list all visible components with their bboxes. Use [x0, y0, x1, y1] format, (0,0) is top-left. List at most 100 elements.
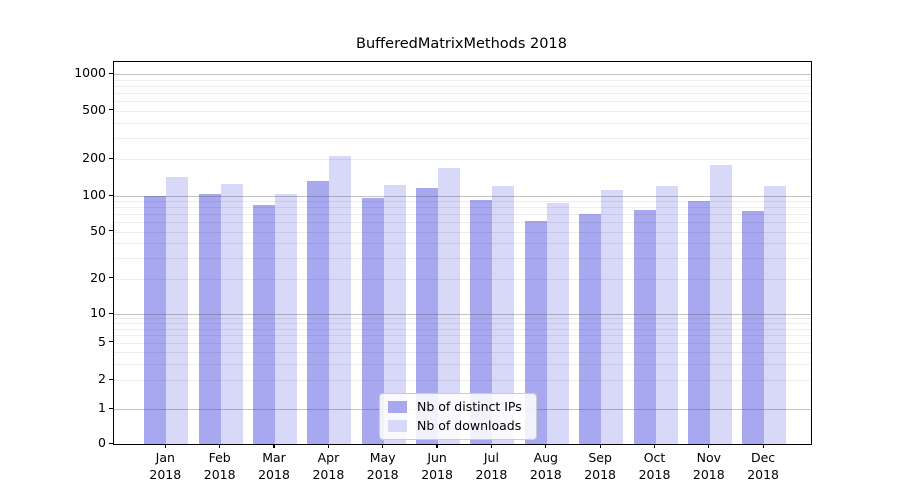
bar-downloads-sep — [601, 190, 624, 444]
bar-downloads-jul — [492, 185, 515, 444]
minor-gridline — [114, 137, 811, 139]
bar-downloads-jun — [438, 167, 461, 444]
legend-swatch-downloads — [388, 419, 407, 432]
x-tick-mark — [708, 444, 710, 448]
minor-gridline — [114, 380, 811, 382]
minor-gridline — [114, 318, 811, 320]
x-tick-mark — [164, 444, 166, 448]
major-gridline — [114, 74, 811, 75]
y-tick-label: 100 — [82, 187, 106, 202]
y-tick-label: 500 — [82, 101, 106, 117]
legend: Nb of distinct IPs Nb of downloads — [379, 393, 537, 440]
major-gridline — [114, 196, 811, 197]
minor-gridline — [114, 101, 811, 103]
y-tick-mark — [109, 312, 113, 314]
y-tick-label: 1000 — [74, 65, 106, 80]
bar-distinct-ips-jun — [416, 188, 439, 444]
minor-gridline — [114, 122, 811, 124]
bar-downloads-may — [383, 185, 406, 444]
y-tick-label: 50 — [90, 222, 106, 238]
minor-gridline — [114, 278, 811, 280]
x-tick-mark — [436, 444, 438, 448]
minor-gridline — [114, 323, 811, 325]
x-tick-mark — [219, 444, 221, 448]
y-tick-mark — [109, 442, 113, 444]
minor-gridline — [114, 85, 811, 87]
y-tick-label: 200 — [82, 150, 106, 166]
x-tick-mark — [273, 444, 275, 448]
bar-downloads-feb — [220, 183, 243, 444]
legend-item-distinct-ips: Nb of distinct IPs — [388, 399, 526, 414]
y-tick-mark — [109, 230, 113, 232]
y-tick-label: 1 — [98, 400, 106, 415]
x-tick-label: Jun 2018 — [421, 450, 453, 482]
legend-label-distinct-ips: Nb of distinct IPs — [417, 399, 522, 414]
y-tick-mark — [109, 277, 113, 279]
minor-gridline — [114, 207, 811, 209]
y-tick-label: 0 — [98, 435, 106, 450]
bar-distinct-ips-oct — [633, 210, 656, 444]
bar-distinct-ips-mar — [253, 204, 275, 444]
x-tick-label: May 2018 — [366, 450, 399, 482]
y-tick-mark — [109, 109, 113, 111]
y-tick-mark — [109, 157, 113, 160]
bar-distinct-ips-aug — [524, 221, 547, 444]
y-tick-mark — [109, 72, 113, 74]
y-tick-label: 2 — [98, 371, 106, 387]
x-tick-label: Aug 2018 — [529, 450, 562, 482]
y-tick-label: 5 — [98, 333, 106, 349]
minor-gridline — [114, 92, 811, 94]
x-tick-label: Apr 2018 — [312, 450, 345, 482]
minor-gridline — [114, 214, 811, 216]
y-tick-label: 10 — [90, 305, 106, 320]
bar-distinct-ips-apr — [307, 180, 330, 444]
x-tick-label: Nov 2018 — [692, 450, 725, 482]
plot-area: Nb of distinct IPs Nb of downloads — [113, 61, 812, 445]
bar-downloads-nov — [709, 164, 732, 444]
minor-gridline — [114, 351, 811, 353]
x-tick-label: Jan 2018 — [149, 450, 182, 482]
minor-gridline — [114, 328, 811, 330]
minor-gridline — [114, 222, 811, 224]
y-tick-label: 20 — [90, 269, 106, 285]
bar-downloads-oct — [655, 185, 678, 444]
x-tick-mark — [762, 444, 764, 448]
x-tick-label: Feb 2018 — [203, 450, 236, 482]
x-tick-label: Oct 2018 — [638, 450, 671, 482]
minor-gridline — [114, 335, 811, 337]
x-tick-mark — [545, 444, 547, 448]
bar-downloads-mar — [275, 194, 297, 444]
minor-gridline — [114, 159, 811, 161]
minor-gridline — [114, 110, 811, 112]
bar-distinct-ips-jan — [144, 196, 167, 444]
bar-downloads-aug — [546, 202, 569, 444]
minor-gridline — [114, 79, 811, 81]
bar-distinct-ips-nov — [687, 200, 710, 444]
bar-downloads-dec — [764, 185, 787, 444]
bar-distinct-ips-dec — [742, 210, 765, 444]
y-tick-mark — [109, 341, 113, 343]
minor-gridline — [114, 243, 811, 244]
legend-swatch-distinct-ips — [388, 400, 407, 413]
y-tick-mark — [109, 407, 113, 409]
bar-downloads-jan — [166, 176, 189, 444]
minor-gridline — [114, 201, 811, 203]
legend-item-downloads: Nb of downloads — [388, 418, 526, 433]
x-tick-mark — [327, 444, 329, 448]
bar-downloads-apr — [329, 156, 352, 444]
x-tick-label: Mar 2018 — [258, 450, 290, 482]
y-tick-mark — [109, 378, 113, 381]
x-tick-label: Dec 2018 — [747, 450, 779, 482]
x-tick-mark — [599, 444, 601, 448]
major-gridline — [114, 314, 811, 315]
x-tick-mark — [653, 444, 656, 448]
chart-title: BufferedMatrixMethods 2018 — [356, 36, 567, 52]
minor-gridline — [114, 257, 811, 259]
x-tick-label: Jul 2018 — [475, 450, 508, 482]
minor-gridline — [114, 231, 811, 233]
bar-distinct-ips-jul — [470, 200, 493, 444]
minor-gridline — [114, 342, 811, 344]
bar-distinct-ips-feb — [198, 193, 221, 444]
bar-distinct-ips-may — [361, 198, 384, 444]
